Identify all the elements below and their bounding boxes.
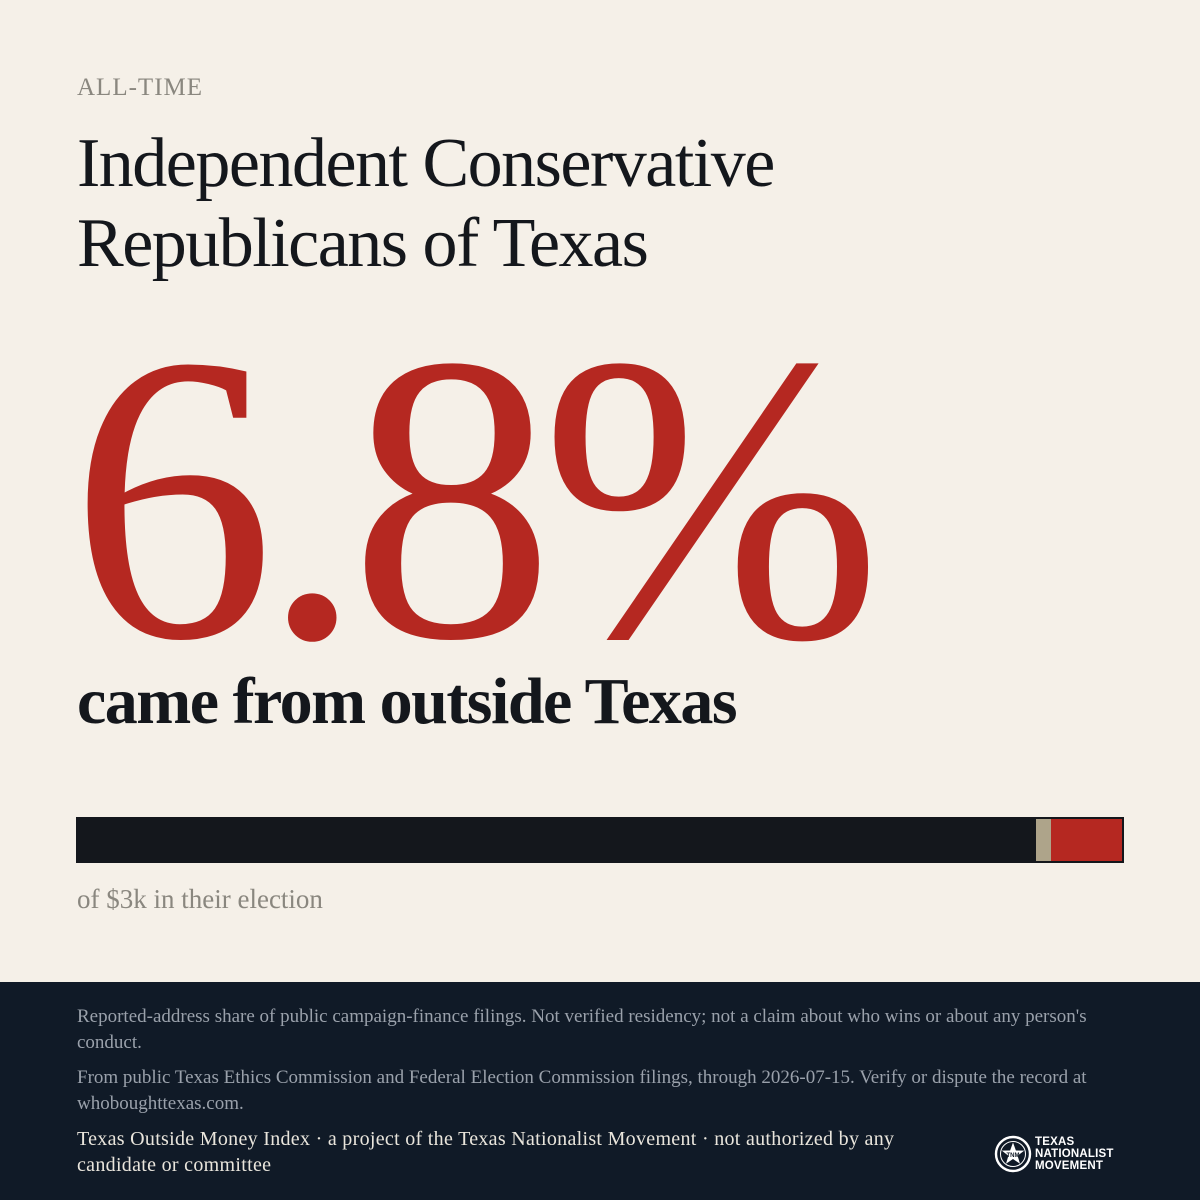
bar-segment-outside — [1051, 819, 1122, 861]
page-title: Independent Conservative Republicans of … — [77, 125, 775, 282]
total-raised-label: of $3k in their election — [77, 884, 323, 914]
outside-share-percent: 6.8% — [70, 271, 882, 725]
bar-segment-in-state — [78, 819, 1037, 861]
footer-disclaimer: Reported-address share of public campaig… — [77, 1006, 1087, 1053]
logo-text-line2: NATIONALIST — [1035, 1148, 1114, 1160]
eyebrow-label: ALL-TIME — [77, 74, 204, 101]
bar-segment-unknown — [1036, 819, 1051, 861]
footer-credit: Texas Outside Money Index · a project of… — [77, 1128, 895, 1176]
footer: Reported-address share of public campaig… — [0, 982, 1200, 1200]
logo-text-line3: MOVEMENT — [1035, 1160, 1104, 1172]
logo-text-line1: TEXAS — [1035, 1136, 1075, 1148]
tnm-logo: TNM TEXAS NATIONALIST MOVEMENT — [993, 1132, 1133, 1176]
star-seal-icon: TNM — [994, 1135, 1032, 1173]
svg-text:TNM: TNM — [1007, 1153, 1020, 1159]
share-bar — [76, 817, 1124, 863]
outside-share-description: came from outside Texas — [77, 665, 738, 738]
footer-source-note: From public Texas Ethics Commission and … — [77, 1067, 1087, 1114]
